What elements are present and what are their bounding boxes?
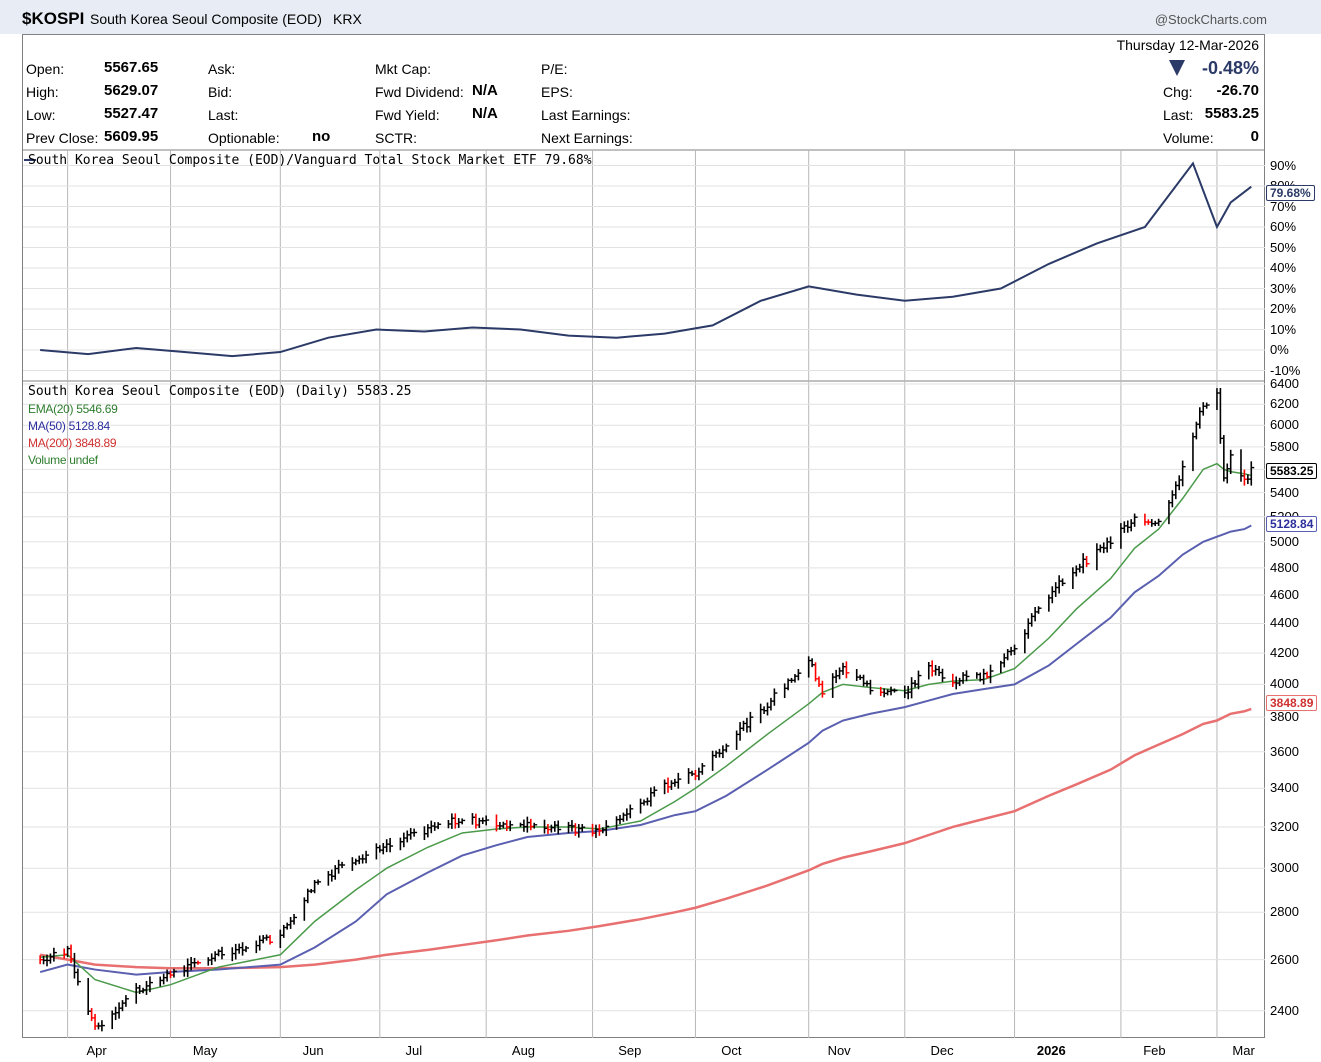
- ask-label: Ask:: [208, 61, 236, 77]
- sctr-label: SCTR:: [375, 130, 417, 146]
- last-value: 5583.25: [1204, 105, 1259, 122]
- x-tick-label: Apr: [86, 1043, 107, 1058]
- ratio-y-tick: 0%: [1270, 342, 1289, 357]
- volume-legend: Volume undef: [28, 453, 98, 467]
- ma50-legend: MA(50) 5128.84: [28, 419, 110, 433]
- open-value: 5567.65: [104, 59, 159, 76]
- credit-link[interactable]: @StockCharts.com: [1154, 12, 1267, 27]
- fwd-dividend-label: Fwd Dividend:: [375, 84, 464, 100]
- ratio-y-tick: 10%: [1270, 321, 1297, 337]
- pe-label: P/E:: [541, 61, 568, 77]
- ma50-tag: 5128.84: [1266, 516, 1318, 532]
- ratio-y-tick: 70%: [1270, 198, 1297, 214]
- price-legend: South Korea Seoul Composite (EOD) (Daily…: [28, 384, 412, 399]
- low-label: Low:: [26, 107, 56, 123]
- ratio-y-tick: 60%: [1270, 219, 1297, 234]
- ma200-legend: MA(200) 3848.89: [28, 436, 117, 450]
- mktcap-label: Mkt Cap:: [375, 61, 432, 77]
- high-value: 5629.07: [104, 82, 159, 99]
- price-y-tick: 3000: [1270, 860, 1299, 876]
- price-y-tick: 3400: [1270, 780, 1299, 796]
- price-y-tick: 6200: [1270, 396, 1299, 412]
- ma200-line: [39, 707, 1252, 970]
- volume-label: Volume:: [1163, 130, 1214, 146]
- ma50-line: [39, 524, 1252, 976]
- price-y-tick: 2600: [1270, 951, 1299, 967]
- price-y-tick: 6000: [1270, 417, 1299, 433]
- ema20-legend: EMA(20) 5546.69: [28, 402, 118, 416]
- x-tick-label: Jul: [405, 1043, 423, 1058]
- price-y-tick: 3800: [1270, 709, 1299, 725]
- ratio-y-tick: 40%: [1270, 260, 1297, 275]
- price-y-tick: 5400: [1270, 484, 1299, 500]
- x-tick-label: 2026: [1036, 1043, 1066, 1058]
- open-label: Open:: [26, 61, 65, 77]
- x-tick-label: Sep: [618, 1043, 642, 1058]
- ratio-y-tick: 30%: [1270, 280, 1297, 296]
- price-y-tick: 4400: [1270, 615, 1299, 631]
- high-label: High:: [26, 84, 59, 100]
- fwd-yield-label: Fwd Yield:: [375, 107, 440, 123]
- price-y-tick: 3600: [1270, 743, 1299, 759]
- price-y-tick: 6400: [1270, 376, 1299, 391]
- price-y-tick: 2400: [1270, 1002, 1299, 1018]
- ratio-series-line: [40, 161, 1252, 358]
- ratio-y-tick: 90%: [1270, 157, 1297, 173]
- ratio-legend: South Korea Seoul Composite (EOD)/Vangua…: [28, 153, 592, 168]
- price-y-tick: 4000: [1270, 676, 1299, 692]
- x-tick-label: Aug: [511, 1043, 536, 1058]
- bid-label: Bid:: [208, 84, 233, 100]
- chart-frame: [22, 34, 1265, 1038]
- price-y-tick: 2800: [1270, 904, 1299, 920]
- ratio-current-tag: 79.68%: [1266, 185, 1315, 201]
- price-y-tick: 4200: [1270, 645, 1299, 661]
- chg-label: Chg:: [1163, 84, 1193, 100]
- symbol[interactable]: $KOSPI: [22, 9, 85, 28]
- quote-date: Thursday 12-Mar-2026: [1116, 37, 1259, 53]
- prev-close-value: 5609.95: [104, 128, 159, 145]
- x-tick-label: Nov: [827, 1043, 851, 1058]
- prev-close-label: Prev Close:: [26, 130, 99, 146]
- volume-value: 0: [1250, 128, 1259, 145]
- ma200-tag: 3848.89: [1266, 695, 1318, 711]
- last-price-tag: 5583.25: [1266, 463, 1318, 479]
- x-tick-label: Jun: [302, 1043, 324, 1058]
- price-y-tick: 5000: [1270, 533, 1299, 549]
- pct-change: -0.48%: [1201, 58, 1259, 78]
- down-arrow-icon: [1169, 60, 1185, 76]
- low-value: 5527.47: [104, 105, 159, 122]
- last-earnings-label: Last Earnings:: [541, 107, 631, 123]
- x-tick-label: Dec: [930, 1043, 954, 1058]
- symbol-name: South Korea Seoul Composite (EOD): [90, 11, 322, 27]
- x-tick-label: Mar: [1232, 1043, 1255, 1058]
- ratio-y-tick: -10%: [1270, 362, 1301, 378]
- eps-label: EPS:: [541, 84, 573, 100]
- price-y-tick: 3200: [1270, 818, 1299, 834]
- next-earnings-label: Next Earnings:: [541, 130, 633, 146]
- price-y-tick: 4600: [1270, 587, 1299, 603]
- last-label-2: Last:: [208, 107, 239, 123]
- last-label: Last:: [1163, 107, 1194, 123]
- x-tick-label: May: [192, 1043, 218, 1058]
- optionable-value: no: [312, 128, 331, 145]
- title-bar: $KOSPI South Korea Seoul Composite (EOD)…: [0, 0, 1321, 34]
- ratio-y-tick: 20%: [1270, 301, 1297, 316]
- optionable-label: Optionable:: [208, 130, 280, 146]
- price-y-tick: 4800: [1270, 559, 1299, 575]
- x-tick-label: Feb: [1143, 1043, 1166, 1058]
- fwd-yield-value: N/A: [472, 105, 498, 122]
- exchange: KRX: [333, 11, 362, 27]
- fwd-dividend-value: N/A: [472, 82, 498, 99]
- ratio-y-tick: 50%: [1270, 239, 1297, 255]
- x-tick-label: Oct: [721, 1043, 742, 1058]
- ema20-line: [40, 462, 1252, 994]
- chg-value: -26.70: [1216, 82, 1259, 99]
- price-y-tick: 5800: [1270, 438, 1299, 454]
